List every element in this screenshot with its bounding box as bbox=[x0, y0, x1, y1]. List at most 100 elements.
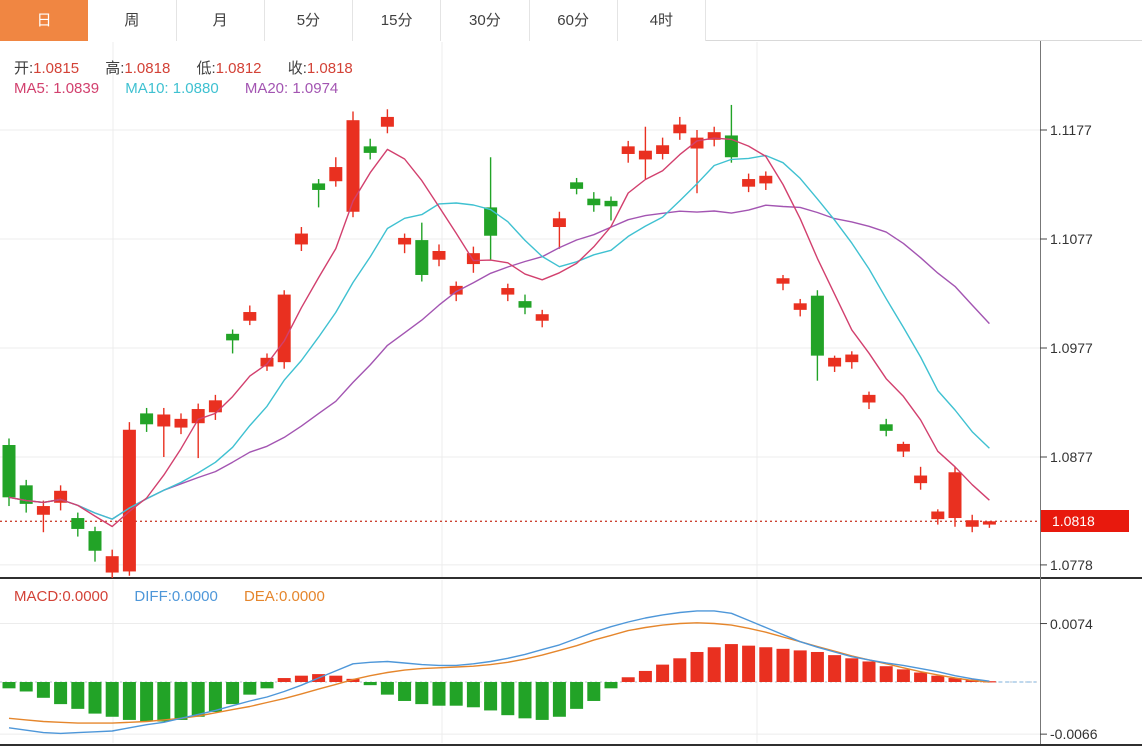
candle-body-down bbox=[226, 333, 240, 341]
macd-histogram-bar bbox=[845, 658, 859, 682]
tab-period-2[interactable]: 周 bbox=[88, 0, 177, 41]
diff-label: DIFF: bbox=[134, 588, 172, 605]
candle-body-up bbox=[638, 150, 652, 160]
candle-body-up bbox=[914, 475, 928, 484]
macd-histogram-bar bbox=[656, 664, 670, 682]
macd-histogram-bar bbox=[294, 675, 308, 682]
macd-histogram-bar bbox=[449, 682, 463, 706]
candle-body-down bbox=[140, 413, 154, 425]
macd-histogram-bar bbox=[638, 670, 652, 682]
candle-body-up bbox=[845, 354, 859, 363]
candle-body-up bbox=[466, 253, 480, 265]
price-tick-label: 1.0778 bbox=[1050, 556, 1093, 573]
candle-body-up bbox=[294, 233, 308, 245]
tab-period-1[interactable]: 日 bbox=[0, 0, 89, 41]
macd-histogram-bar bbox=[673, 658, 687, 682]
macd-histogram-bar bbox=[604, 682, 618, 689]
tab-period-4[interactable]: 5分 bbox=[264, 0, 353, 41]
macd-histogram-bar bbox=[776, 648, 790, 682]
ma10-line bbox=[8, 154, 990, 520]
price-tick-label: 1.1077 bbox=[1050, 231, 1093, 247]
candle-body-down bbox=[312, 183, 326, 190]
macd-histogram-bar bbox=[518, 682, 532, 719]
candle-body-up bbox=[329, 167, 343, 182]
candle-body-up bbox=[54, 490, 68, 503]
candle-body-up bbox=[656, 145, 670, 154]
candle-body-up bbox=[742, 179, 756, 187]
low-value: 1.0812 bbox=[215, 60, 262, 77]
ma5-readout: MA5: 1.0839 bbox=[14, 80, 99, 97]
macd-tick-label: -0.0066 bbox=[1050, 726, 1098, 743]
macd-histogram-bar bbox=[191, 682, 205, 717]
candle-body-up bbox=[157, 414, 171, 427]
macd-histogram-bar bbox=[793, 650, 807, 682]
macd-histogram-bar bbox=[105, 682, 119, 717]
candle-body-down bbox=[363, 146, 377, 153]
close-value: 1.0818 bbox=[306, 60, 353, 77]
candle-body-up bbox=[191, 409, 205, 424]
macd-histogram-bar bbox=[707, 647, 721, 682]
macd-histogram-bar bbox=[466, 682, 480, 708]
price-tick-label: 1.0977 bbox=[1050, 340, 1093, 356]
candle-body-up bbox=[982, 521, 996, 525]
macd-histogram-bar bbox=[415, 682, 429, 705]
tab-period-7[interactable]: 60分 bbox=[529, 0, 618, 41]
macd-value-readout: MACD:0.0000 bbox=[14, 588, 108, 605]
macd-histogram-bar bbox=[54, 682, 68, 705]
tab-period-6[interactable]: 30分 bbox=[441, 0, 530, 41]
ma20-line bbox=[8, 204, 990, 520]
candle-body-up bbox=[122, 429, 136, 572]
tab-period-5[interactable]: 15分 bbox=[353, 0, 442, 41]
diff-value: 0.0000 bbox=[171, 588, 218, 605]
macd-histogram-bar bbox=[157, 682, 171, 722]
ma20-value: 1.0974 bbox=[292, 80, 339, 97]
low-label: 低: bbox=[196, 60, 216, 77]
candle-body-up bbox=[501, 288, 515, 295]
candle-body-up bbox=[398, 237, 412, 245]
candle-body-up bbox=[793, 303, 807, 310]
high-readout: 高:1.0818 bbox=[105, 57, 170, 78]
candle-body-up bbox=[105, 556, 119, 573]
candle-body-up bbox=[380, 116, 394, 127]
tab-period-8[interactable]: 4时 bbox=[617, 0, 706, 41]
ma10-value: 1.0880 bbox=[172, 80, 219, 97]
dea-label: DEA: bbox=[243, 588, 279, 605]
ma-readout: MA5: 1.0839 MA10: 1.0880 MA20: 1.0974 bbox=[14, 80, 360, 97]
ma5-value: 1.0839 bbox=[53, 80, 100, 97]
open-label: 开: bbox=[14, 60, 34, 77]
candle-body-up bbox=[208, 400, 222, 413]
macd-histogram-bar bbox=[621, 677, 635, 682]
candle-body-down bbox=[2, 445, 16, 498]
macd-histogram-bar bbox=[174, 682, 188, 720]
candle-body-down bbox=[415, 240, 429, 275]
macd-histogram-bar bbox=[690, 651, 704, 682]
macd-histogram-bar bbox=[122, 682, 136, 720]
candle-body-up bbox=[174, 418, 188, 428]
candle-body-down bbox=[19, 485, 33, 504]
candle-body-up bbox=[36, 506, 50, 515]
macd-histogram-bar bbox=[587, 682, 601, 701]
open-value: 1.0815 bbox=[33, 60, 80, 77]
macd-histogram-bar bbox=[828, 655, 842, 682]
macd-tick-label: 0.0074 bbox=[1050, 615, 1093, 632]
candle-body-down bbox=[88, 531, 102, 551]
high-label: 高: bbox=[105, 60, 125, 77]
candle-body-down bbox=[810, 295, 824, 356]
macd-histogram-bar bbox=[931, 675, 945, 682]
tab-period-3[interactable]: 月 bbox=[176, 0, 265, 41]
macd-histogram-bar bbox=[742, 645, 756, 682]
ma20-readout: MA20: 1.0974 bbox=[245, 80, 338, 97]
macd-histogram-bar bbox=[879, 666, 893, 682]
candle-body-up bbox=[260, 357, 274, 367]
macd-histogram-bar bbox=[914, 672, 928, 682]
macd-histogram-bar bbox=[724, 644, 738, 682]
candle-body-down bbox=[71, 518, 85, 529]
candle-body-up bbox=[673, 124, 687, 134]
candle-body-down bbox=[518, 301, 532, 308]
candle-body-down bbox=[484, 207, 498, 236]
candle-body-up bbox=[862, 394, 876, 403]
candle-body-up bbox=[948, 472, 962, 519]
macd-histogram-bar bbox=[19, 682, 33, 692]
macd-histogram-bar bbox=[71, 682, 85, 709]
